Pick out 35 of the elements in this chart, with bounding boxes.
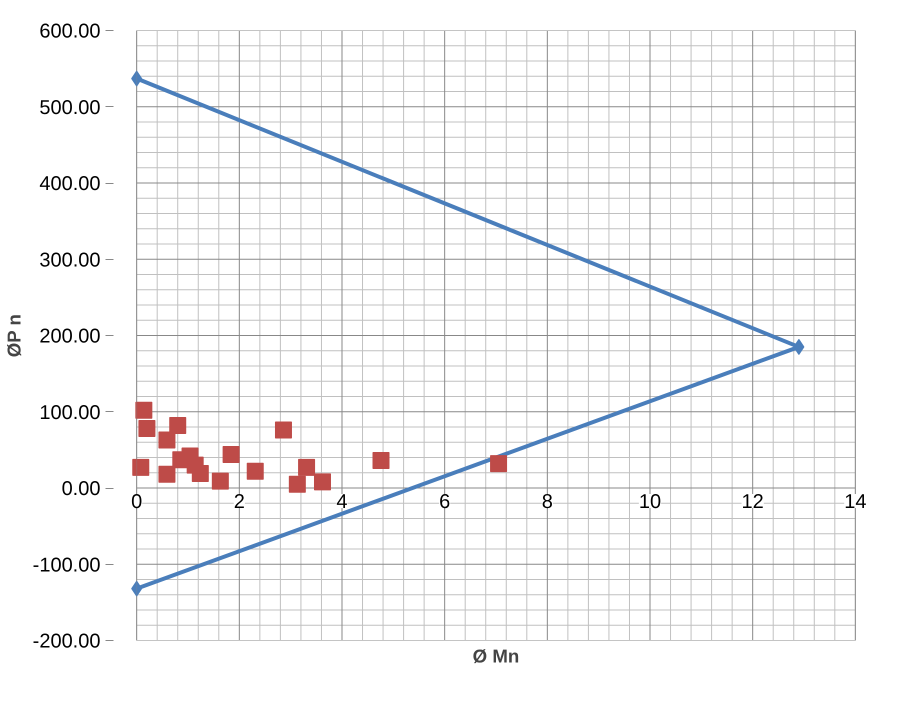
x-tick-label: 6 [439, 491, 450, 513]
point [222, 446, 240, 463]
y-tick-label: 400.00 [39, 173, 100, 195]
y-tick-label: -100.00 [32, 554, 101, 576]
point [169, 416, 186, 434]
x-axis-title: Ø Mn [472, 646, 520, 666]
point [138, 420, 156, 438]
y-tick-label: 100.00 [39, 402, 100, 424]
x-tick-label: 2 [234, 491, 245, 513]
x-tick-label: 4 [336, 491, 348, 513]
x-tick-label: 14 [844, 491, 866, 513]
point [314, 473, 331, 490]
x-tick-label: 8 [542, 491, 553, 513]
y-tick-label: 200.00 [39, 326, 100, 348]
point [490, 455, 508, 472]
y-tick-label: 300.00 [39, 249, 100, 272]
point [135, 402, 152, 419]
x-tick-label: 12 [742, 491, 764, 513]
y-tick-label: 600.00 [39, 20, 100, 42]
x-tick-label: 10 [638, 491, 662, 513]
point [288, 476, 306, 493]
point [192, 465, 209, 482]
y-axis-title: ØP n [4, 314, 25, 358]
x-tick-label: 0 [131, 491, 142, 513]
point [132, 458, 150, 476]
point [158, 431, 176, 448]
point [298, 458, 316, 476]
point [372, 452, 390, 470]
point [246, 462, 264, 480]
y-tick-label: -200.00 [32, 630, 101, 652]
point [212, 472, 229, 490]
point [274, 422, 292, 439]
y-tick-label: 0.00 [62, 478, 101, 500]
point [158, 466, 176, 483]
y-tick-label: 500.00 [39, 96, 100, 119]
